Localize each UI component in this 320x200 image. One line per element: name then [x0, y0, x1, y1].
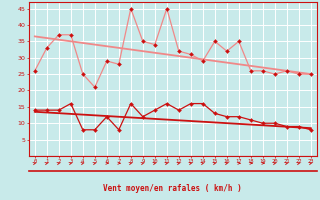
X-axis label: Vent moyen/en rafales ( km/h ): Vent moyen/en rafales ( km/h ) — [103, 184, 242, 193]
